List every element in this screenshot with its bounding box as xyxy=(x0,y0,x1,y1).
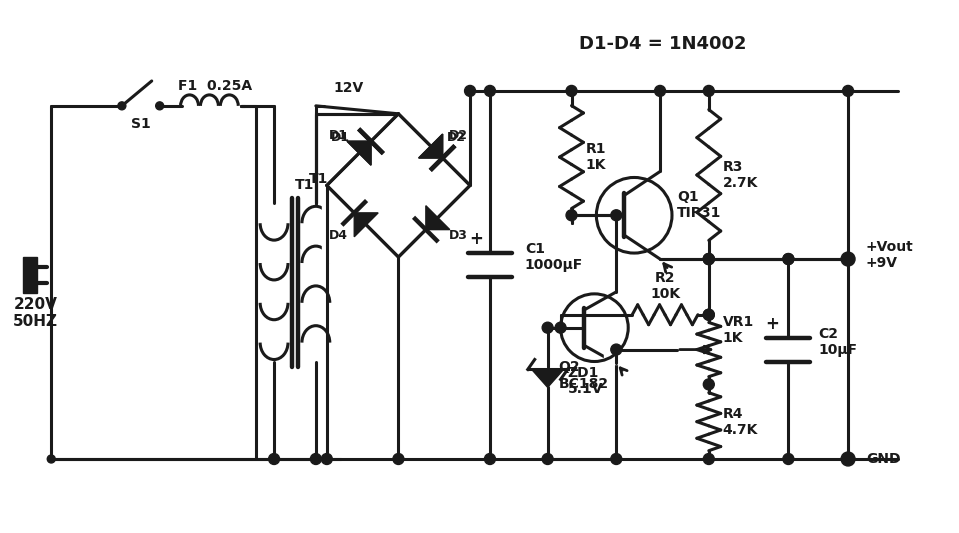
Text: +: + xyxy=(765,314,780,333)
Text: +Vout
+9V: +Vout +9V xyxy=(866,240,914,270)
Text: Q2
BC182: Q2 BC182 xyxy=(558,360,609,391)
Circle shape xyxy=(311,454,321,464)
Circle shape xyxy=(703,379,714,390)
Circle shape xyxy=(484,454,496,464)
Circle shape xyxy=(703,254,714,264)
Text: +: + xyxy=(469,230,483,248)
Circle shape xyxy=(783,454,794,464)
Text: D3: D3 xyxy=(449,229,468,241)
Circle shape xyxy=(703,309,714,320)
Text: ZD1
5.1V: ZD1 5.1V xyxy=(568,366,603,397)
Polygon shape xyxy=(531,369,564,387)
Circle shape xyxy=(566,85,577,96)
Circle shape xyxy=(611,210,621,221)
Circle shape xyxy=(841,252,855,266)
Circle shape xyxy=(611,454,621,464)
Text: VR1
1K: VR1 1K xyxy=(723,314,754,345)
Circle shape xyxy=(542,322,553,333)
Text: GND: GND xyxy=(866,452,901,466)
Circle shape xyxy=(611,344,621,355)
Text: D1: D1 xyxy=(331,131,350,144)
Text: C2
10μF: C2 10μF xyxy=(818,327,857,357)
Text: T1: T1 xyxy=(309,173,329,187)
Text: R2
10K: R2 10K xyxy=(650,271,680,301)
Circle shape xyxy=(783,254,794,264)
Polygon shape xyxy=(354,213,378,237)
Text: 12V: 12V xyxy=(334,81,364,95)
Circle shape xyxy=(321,454,332,464)
Text: F1  0.25A: F1 0.25A xyxy=(178,79,252,93)
Circle shape xyxy=(655,85,666,96)
Text: R1
1K: R1 1K xyxy=(585,142,606,172)
Bar xyxy=(322,109,475,262)
Circle shape xyxy=(555,322,566,333)
Circle shape xyxy=(703,254,714,264)
Text: D2: D2 xyxy=(449,129,468,142)
Circle shape xyxy=(703,254,714,264)
Circle shape xyxy=(783,254,794,264)
Bar xyxy=(23,257,37,293)
Text: 220V
50HZ: 220V 50HZ xyxy=(12,296,58,329)
Circle shape xyxy=(703,309,714,320)
Text: D2: D2 xyxy=(447,131,466,144)
Text: D4: D4 xyxy=(329,229,348,241)
Text: C1
1000μF: C1 1000μF xyxy=(525,242,583,272)
Text: Q1
TIP31: Q1 TIP31 xyxy=(677,190,721,221)
Circle shape xyxy=(843,85,854,96)
Text: T1: T1 xyxy=(294,179,314,192)
Bar xyxy=(311,96,410,111)
Text: D1: D1 xyxy=(329,129,348,142)
Circle shape xyxy=(843,454,854,464)
Text: R4
4.7K: R4 4.7K xyxy=(723,407,759,437)
Polygon shape xyxy=(419,134,443,158)
Text: D1-D4 = 1N4002: D1-D4 = 1N4002 xyxy=(579,35,747,53)
Circle shape xyxy=(155,102,164,110)
Circle shape xyxy=(542,454,553,464)
Polygon shape xyxy=(419,134,443,158)
Circle shape xyxy=(464,85,476,96)
Circle shape xyxy=(703,85,714,96)
Text: S1: S1 xyxy=(130,117,151,131)
Text: R3
2.7K: R3 2.7K xyxy=(723,160,759,190)
Circle shape xyxy=(118,102,126,110)
Polygon shape xyxy=(426,206,450,230)
Polygon shape xyxy=(347,141,371,165)
Circle shape xyxy=(393,454,404,464)
Polygon shape xyxy=(347,141,371,165)
Circle shape xyxy=(269,454,279,464)
Circle shape xyxy=(841,452,855,466)
Circle shape xyxy=(566,210,577,221)
Circle shape xyxy=(47,455,56,463)
Circle shape xyxy=(484,85,496,96)
Bar xyxy=(604,335,689,365)
Circle shape xyxy=(703,454,714,464)
